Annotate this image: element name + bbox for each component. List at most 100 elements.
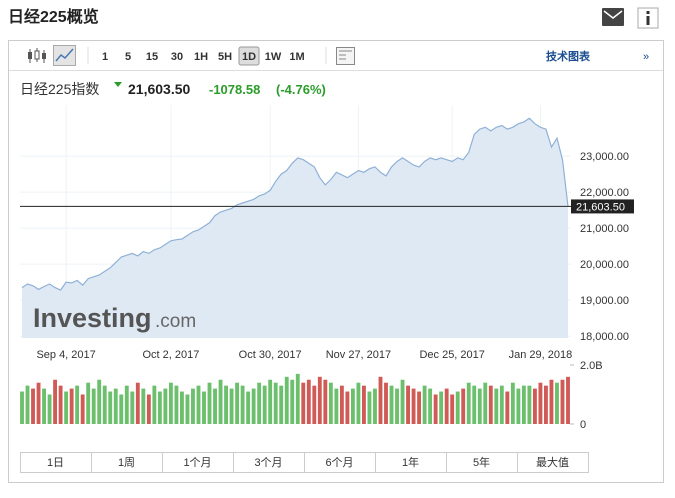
interval-button[interactable]: 1W — [265, 51, 282, 63]
range-label[interactable]: 6个月 — [325, 456, 353, 469]
candle-icon[interactable] — [28, 48, 46, 63]
volume-bar — [180, 391, 184, 424]
mail-icon[interactable] — [602, 8, 624, 26]
volume-bar — [488, 385, 493, 424]
last-price-badge — [571, 199, 634, 214]
interval-button[interactable]: 15 — [146, 51, 158, 63]
quote-change-pct: (-4.76%) — [276, 82, 326, 97]
volume-bar — [47, 394, 52, 424]
volume-bar — [257, 382, 262, 424]
info-icon[interactable] — [637, 7, 659, 29]
volume-bar — [505, 391, 510, 424]
volume-bar — [373, 388, 377, 424]
volume-bar — [163, 388, 168, 424]
volume-bar — [42, 388, 46, 424]
change-arrow — [114, 82, 122, 87]
y-tick-label: 19,000.00 — [580, 295, 629, 307]
volume-bar — [439, 391, 444, 424]
range-label[interactable]: 1周 — [118, 456, 135, 469]
volume-bar — [566, 376, 570, 424]
volume-bar — [312, 385, 317, 424]
y-tick-label: 23,000.00 — [580, 151, 629, 163]
volume-bar — [174, 385, 179, 424]
range-label[interactable]: 5年 — [473, 455, 490, 469]
range-label[interactable]: 最大值 — [536, 455, 569, 469]
interval-button[interactable]: 5 — [125, 51, 131, 63]
volume-bar — [135, 382, 140, 424]
volume-bar — [290, 379, 295, 424]
volume-bar — [516, 388, 521, 424]
volume-bar — [273, 382, 278, 424]
volume-bar — [384, 382, 388, 424]
volume-bar — [58, 385, 63, 424]
interval-button[interactable]: 1M — [289, 51, 304, 63]
volume-bar — [450, 394, 455, 424]
interval-button[interactable]: 1D — [242, 51, 256, 63]
volume-bar — [146, 394, 151, 424]
range-label[interactable]: 3个月 — [254, 456, 282, 469]
technical-link[interactable]: 技术图表 — [546, 49, 591, 63]
x-tick-label: Dec 25, 2017 — [419, 349, 484, 361]
volume-bar — [20, 391, 24, 424]
x-tick-label: Oct 2, 2017 — [142, 349, 199, 361]
interval-button[interactable]: 5H — [218, 51, 232, 63]
interval-button[interactable]: 30 — [171, 51, 183, 63]
price-line — [21, 117, 569, 291]
layout-icon[interactable] — [336, 47, 355, 65]
interval-button[interactable]: 1 — [102, 51, 108, 63]
volume-bar — [152, 385, 157, 424]
range-button[interactable] — [517, 452, 589, 473]
volume-tick-label: 0 — [580, 419, 586, 431]
volume-bar — [417, 391, 422, 424]
volume-bar — [124, 385, 129, 424]
link-arrow[interactable]: » — [643, 51, 649, 63]
watermark-suffix: .com — [155, 311, 196, 332]
volume-bar — [91, 388, 96, 424]
volume-bar — [538, 382, 543, 424]
volume-bar — [477, 388, 482, 424]
volume-bar — [483, 382, 488, 424]
range-label[interactable]: 1日 — [47, 457, 64, 469]
area-icon[interactable] — [53, 45, 76, 66]
range-label[interactable]: 1年 — [402, 455, 419, 469]
volume-bar — [25, 385, 30, 424]
y-tick-label: 21,000.00 — [580, 223, 629, 235]
volume-bar — [218, 379, 223, 424]
volume-bar — [527, 385, 532, 424]
volume-bar — [328, 382, 333, 424]
area-fill — [22, 118, 568, 338]
range-label[interactable]: 1个月 — [183, 456, 211, 469]
x-tick-label: Jan 29, 2018 — [509, 349, 573, 361]
volume-bar — [191, 388, 195, 424]
volume-bar — [532, 388, 537, 424]
y-tick-label: 22,000.00 — [580, 187, 629, 199]
volume-bar — [284, 376, 289, 424]
volume-bar — [422, 385, 427, 424]
volume-bar — [499, 385, 504, 424]
volume-bar — [229, 388, 234, 424]
volume-bar — [301, 382, 306, 424]
volume-bar — [251, 388, 256, 424]
volume-bar — [356, 382, 361, 424]
volume-bar — [240, 385, 245, 424]
widget-title: 日经225概览 — [8, 7, 99, 26]
volume-bar — [461, 388, 466, 424]
volume-bar — [323, 379, 328, 424]
volume-bar — [102, 385, 107, 424]
volume-bar — [157, 391, 162, 424]
volume-bar — [141, 388, 146, 424]
volume-bar — [389, 385, 394, 424]
volume-bar — [428, 388, 433, 424]
volume-bar — [295, 373, 300, 424]
quote-change: -1078.58 — [209, 82, 260, 97]
volume-bar — [36, 382, 41, 424]
volume-bar — [213, 388, 217, 424]
interval-button[interactable]: 1H — [194, 51, 208, 63]
volume-bar — [196, 385, 201, 424]
volume-bar — [494, 388, 499, 424]
volume-bar — [433, 394, 438, 424]
volume-bar — [362, 385, 366, 424]
volume-bar — [395, 388, 399, 424]
